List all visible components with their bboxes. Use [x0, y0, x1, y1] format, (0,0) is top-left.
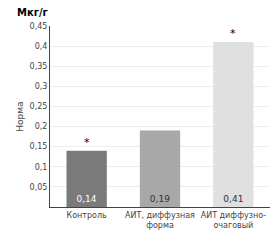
svg-text:0,45: 0,45 [30, 22, 48, 31]
svg-text:0,2: 0,2 [35, 122, 48, 131]
svg-text:0,4: 0,4 [35, 42, 48, 51]
svg-text:0,19: 0,19 [150, 194, 170, 204]
svg-text:*: * [84, 136, 90, 149]
svg-text:Контроль: Контроль [67, 211, 108, 220]
svg-text:0,25: 0,25 [30, 102, 48, 111]
svg-text:Мкг/г: Мкг/г [17, 7, 48, 18]
svg-text:АИТ диффузно-очаговый: АИТ диффузно-очаговый [201, 211, 266, 230]
svg-text:0,1: 0,1 [35, 163, 48, 172]
svg-text:*: * [230, 27, 236, 40]
svg-text:0,3: 0,3 [35, 82, 48, 91]
svg-text:0,15: 0,15 [30, 142, 48, 151]
svg-text:АИТ, диффузнаяформа: АИТ, диффузнаяформа [125, 211, 195, 230]
svg-text:Норма: Норма [15, 101, 25, 131]
svg-text:0,14: 0,14 [77, 194, 97, 204]
svg-text:0,05: 0,05 [30, 183, 48, 192]
svg-text:0,41: 0,41 [223, 194, 243, 204]
svg-text:0,35: 0,35 [30, 62, 48, 71]
